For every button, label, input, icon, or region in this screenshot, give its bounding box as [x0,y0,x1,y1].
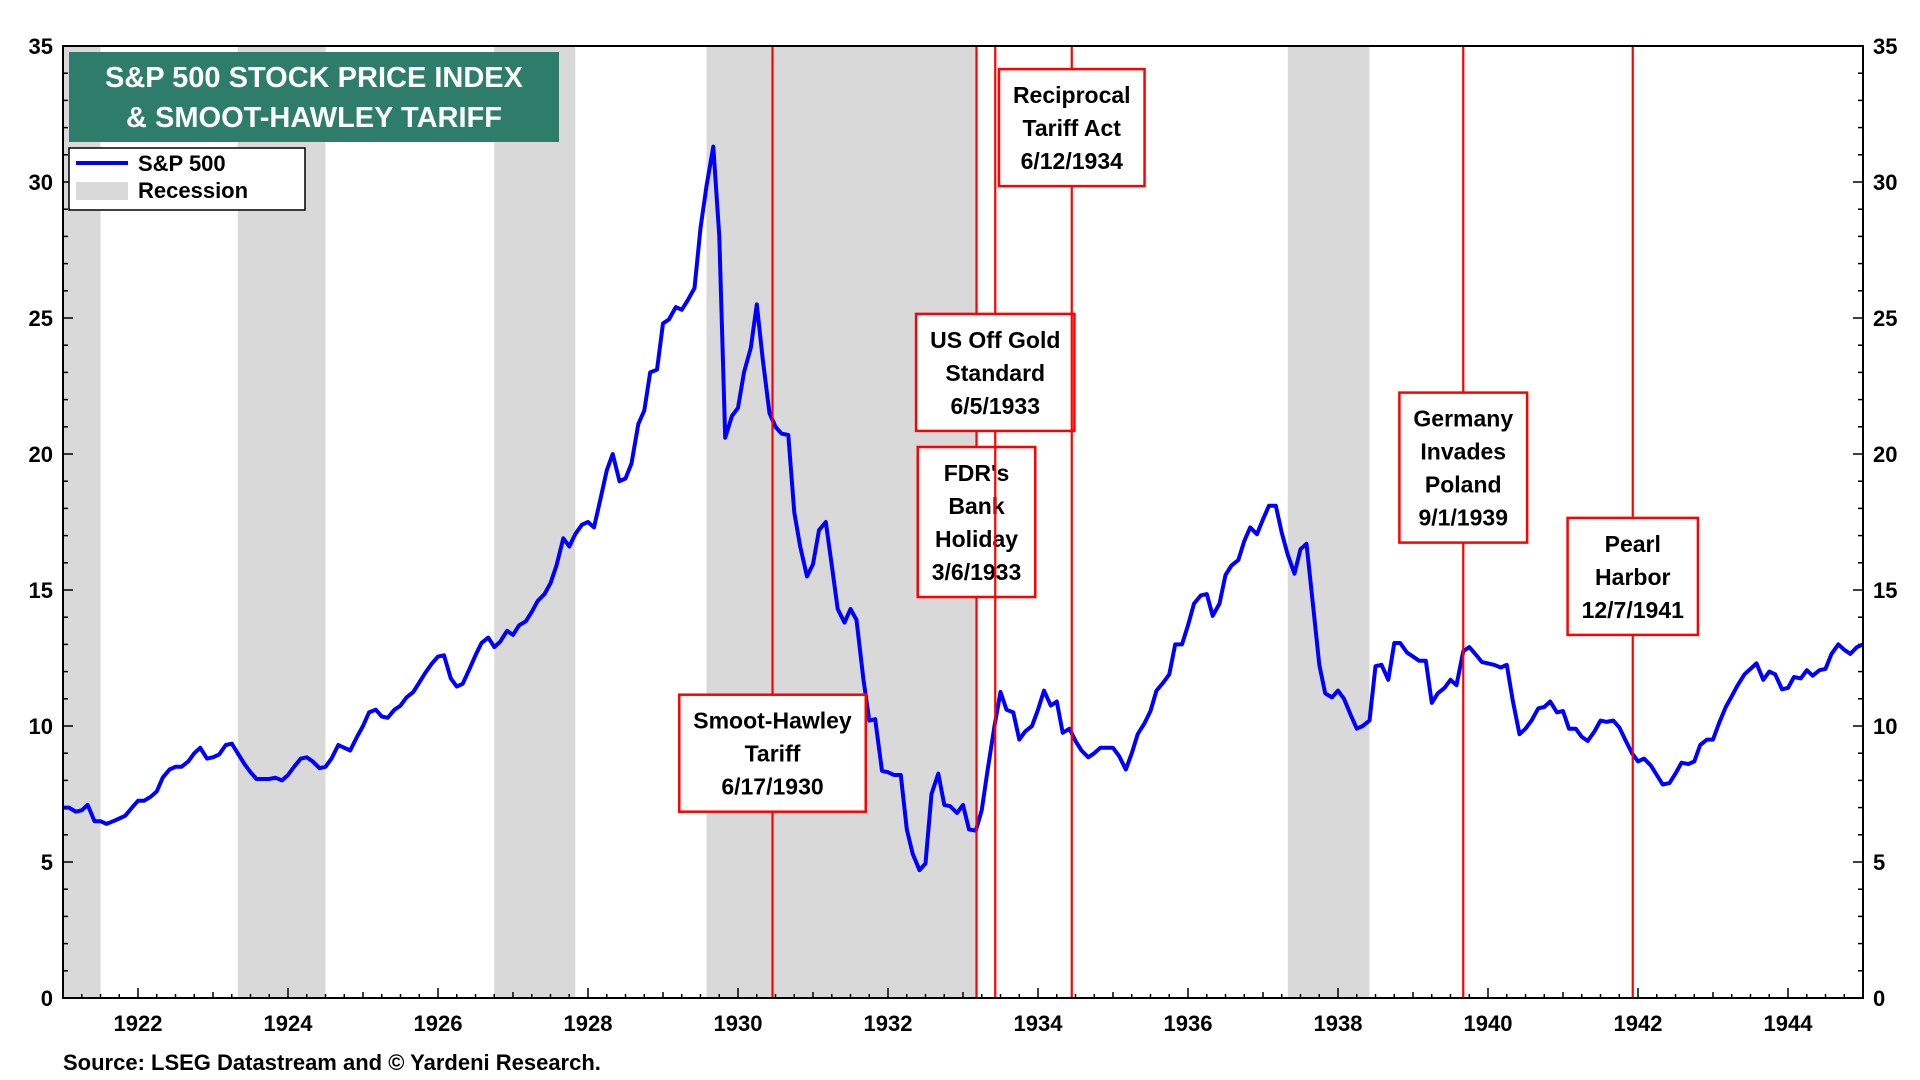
event-box [1566,516,1700,637]
y-tick-label-right: 30 [1873,170,1897,195]
x-tick-label: 1940 [1464,1011,1513,1036]
series-line-sp500 [63,144,1864,873]
x-tick-label: 1936 [1164,1011,1213,1036]
event-annotations: Smoot-Hawley Tariff 6/17/1930 FDR's Bank Holi… [678,46,1700,998]
y-tick-label-left: 10 [29,714,53,739]
event-text: Smoot-Hawley [693,708,852,734]
event-text: 6/12/1934 [1021,148,1124,174]
y-tick-label-left: 5 [41,850,53,875]
event-box [916,445,1037,599]
event-text: 6/17/1930 [721,774,823,800]
y-tick-label-right: 10 [1873,714,1897,739]
x-tick-label: 1934 [1014,1011,1064,1036]
recession-band-5 [1287,46,1370,998]
y-tick-label-left: 30 [29,170,53,195]
event-box [1398,391,1529,544]
y-tick-label-left: 20 [29,442,53,467]
event-text: Bank [948,493,1004,519]
x-tick-label: 1926 [414,1011,463,1036]
event-text: 3/6/1933 [932,559,1022,585]
event-text: 12/7/1941 [1582,597,1685,623]
y-tick-label-right: 5 [1873,850,1885,875]
legend-label-recession: Recession [138,178,248,203]
event-text: Holiday [935,526,1018,552]
event-text: Tariff [745,741,801,767]
x-tick-label: 1924 [264,1011,314,1036]
event-text: 9/1/1939 [1418,505,1508,531]
event-text: Tariff Act [1023,115,1122,141]
title-box: S&P 500 STOCK PRICE INDEX & SMOOT-HAWLEY… [69,52,559,142]
chart-title-line-1: S&P 500 STOCK PRICE INDEX [105,62,524,94]
event-label-6: Pearl Harbor 12/7/1941 [1566,516,1700,637]
plot-frame [62,45,1864,999]
legend-swatch-recession [76,182,128,200]
event-text: FDR's [944,460,1010,486]
event-label-1: Smoot-Hawley Tariff 6/17/1930 [678,693,867,813]
x-tick-label: 1930 [714,1011,763,1036]
x-tick-label: 1932 [864,1011,913,1036]
y-tick-label-right: 35 [1873,34,1897,59]
y-tick-label-left: 25 [29,306,53,331]
series-layer [63,144,1864,873]
x-tick-label: 1938 [1314,1011,1363,1036]
y-tick-label-right: 20 [1873,442,1897,467]
y-tick-label-right: 15 [1873,578,1897,603]
event-text: US Off Gold [930,327,1060,353]
event-label-2: FDR's Bank Holiday 3/6/1933 [916,445,1037,599]
x-tick-label: 1942 [1614,1011,1663,1036]
event-box [914,312,1076,433]
event-text: 6/5/1933 [950,393,1040,419]
legend: S&P 500 Recession [68,147,306,211]
y-tick-label-right: 0 [1873,986,1885,1011]
chart-title-line-2: & SMOOT-HAWLEY TARIFF [126,102,502,134]
source-note: Source: LSEG Datastream and © Yardeni Re… [63,1050,601,1075]
y-tick-label-left: 15 [29,578,53,603]
event-text: Pearl [1605,531,1661,557]
x-tick-label: 1922 [114,1011,163,1036]
y-tick-label-left: 0 [41,986,53,1011]
event-text: Standard [945,360,1045,386]
event-text: Invades [1420,439,1506,465]
recession-band-3 [494,46,576,998]
event-box [997,67,1146,188]
event-text: Harbor [1595,564,1670,590]
event-label-5: Germany Invades Poland 9/1/1939 [1398,391,1529,544]
event-label-4: Reciprocal Tariff Act 6/12/1934 [997,67,1146,188]
legend-label-sp500: S&P 500 [138,151,226,176]
x-axis-ticks: 1922 1924 1926 1928 1930 1932 1934 1936 1938 1940… [62,988,1845,1036]
y-tick-label-right: 25 [1873,306,1897,331]
y-tick-label-left: 35 [29,34,53,59]
event-label-3: US Off Gold Standard 6/5/1933 [914,312,1076,433]
x-tick-label: 1928 [564,1011,613,1036]
recession-bands [63,46,1370,998]
event-box [678,693,867,813]
event-text: Germany [1413,406,1513,432]
event-text: Reciprocal [1013,82,1131,108]
event-text: Poland [1425,472,1502,498]
x-tick-label: 1944 [1764,1011,1814,1036]
